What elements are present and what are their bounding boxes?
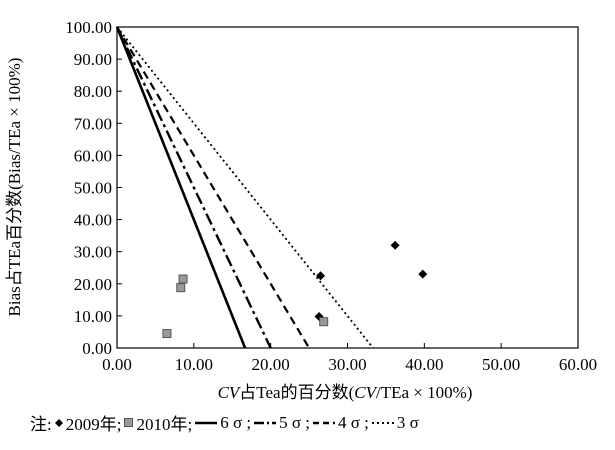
x-label-suffix: /TEa × 100%) [376, 383, 472, 402]
data-point-2010 [178, 274, 188, 284]
data-points [162, 240, 428, 339]
x-label-cv-1: CV [218, 383, 242, 402]
y-tick-label: 90.00 [74, 50, 112, 69]
legend-item-3s: 3 σ [369, 413, 419, 433]
legend-item-6s: 6 σ ; [192, 413, 251, 433]
x-label-cv-2: CV [354, 383, 378, 402]
dashed-line-icon [312, 421, 335, 424]
data-point-2010 [162, 329, 172, 339]
x-label-mid: 占Tea的百分数( [239, 383, 354, 402]
legend: 注: 2009年; 2010年; 6 σ ; 5 σ ; 4 σ ; 3 σ [30, 410, 419, 435]
y-tick-label: 20.00 [74, 275, 112, 294]
x-tick-label: 10.00 [175, 355, 213, 374]
data-point-2010 [319, 317, 329, 327]
sigma-line-dashed [116, 26, 311, 349]
square-marker-icon [124, 418, 134, 427]
data-point-2009 [418, 269, 428, 279]
solid-line-icon [195, 421, 218, 424]
x-tick-label: 30.00 [328, 355, 366, 374]
dashdot-line-icon [254, 421, 277, 424]
x-tick-label: 40.00 [405, 355, 443, 374]
data-point-2009 [316, 271, 326, 281]
plot-frame [116, 26, 579, 349]
y-tick-label: 0.00 [82, 339, 112, 358]
sigma-line-dotted [116, 26, 374, 349]
chart: 0.00 10.00 20.00 30.00 40.00 50.00 60.00 0.00 10… [5, 18, 597, 402]
y-axis-label: Bias占TEa百分数(Bias/TEa × 100%) [5, 58, 24, 317]
legend-item-4s: 4 σ ; [310, 413, 369, 433]
y-tick-label: 70.00 [74, 114, 112, 133]
y-tick-label: 50.00 [74, 179, 112, 198]
dotted-line-icon [371, 421, 394, 424]
sigma-lines [115, 26, 374, 349]
axes: 0.00 10.00 20.00 30.00 40.00 50.00 60.00 0.00 10… [65, 18, 597, 374]
x-tick-label: 60.00 [559, 355, 597, 374]
legend-label-2010: 2010年; [136, 415, 193, 434]
legend-item-2009: 2009年; [52, 410, 122, 435]
y-tick-label: 40.00 [74, 211, 112, 230]
x-tick-label: 50.00 [482, 355, 520, 374]
legend-item-2010: 2010年; [121, 410, 192, 435]
legend-note: 注: [30, 415, 52, 434]
data-point-2009 [390, 240, 400, 250]
x-axis-label: CV占Tea的百分数(CV/TEa × 100%) [218, 383, 473, 402]
sigma-line-dashdot [115, 26, 272, 349]
y-tick-label: 60.00 [74, 146, 112, 165]
legend-item-5s: 5 σ ; [251, 413, 310, 433]
y-tick-label: 100.00 [65, 18, 112, 37]
diamond-marker-icon [54, 418, 63, 427]
legend-label-3s: 3 σ [396, 412, 419, 432]
data-point-2010 [176, 283, 186, 293]
legend-label-6s: 6 σ ; [220, 412, 252, 432]
y-tick-label: 10.00 [74, 307, 112, 326]
x-tick-label: 0.00 [102, 355, 132, 374]
sigma-line-solid [115, 26, 247, 349]
legend-label-2009: 2009年; [65, 415, 122, 434]
x-tick-label: 20.00 [252, 355, 290, 374]
y-tick-label: 80.00 [74, 82, 112, 101]
legend-label-5s: 5 σ ; [279, 412, 310, 432]
legend-label-4s: 4 σ ; [337, 412, 369, 432]
y-tick-label: 30.00 [74, 243, 112, 262]
